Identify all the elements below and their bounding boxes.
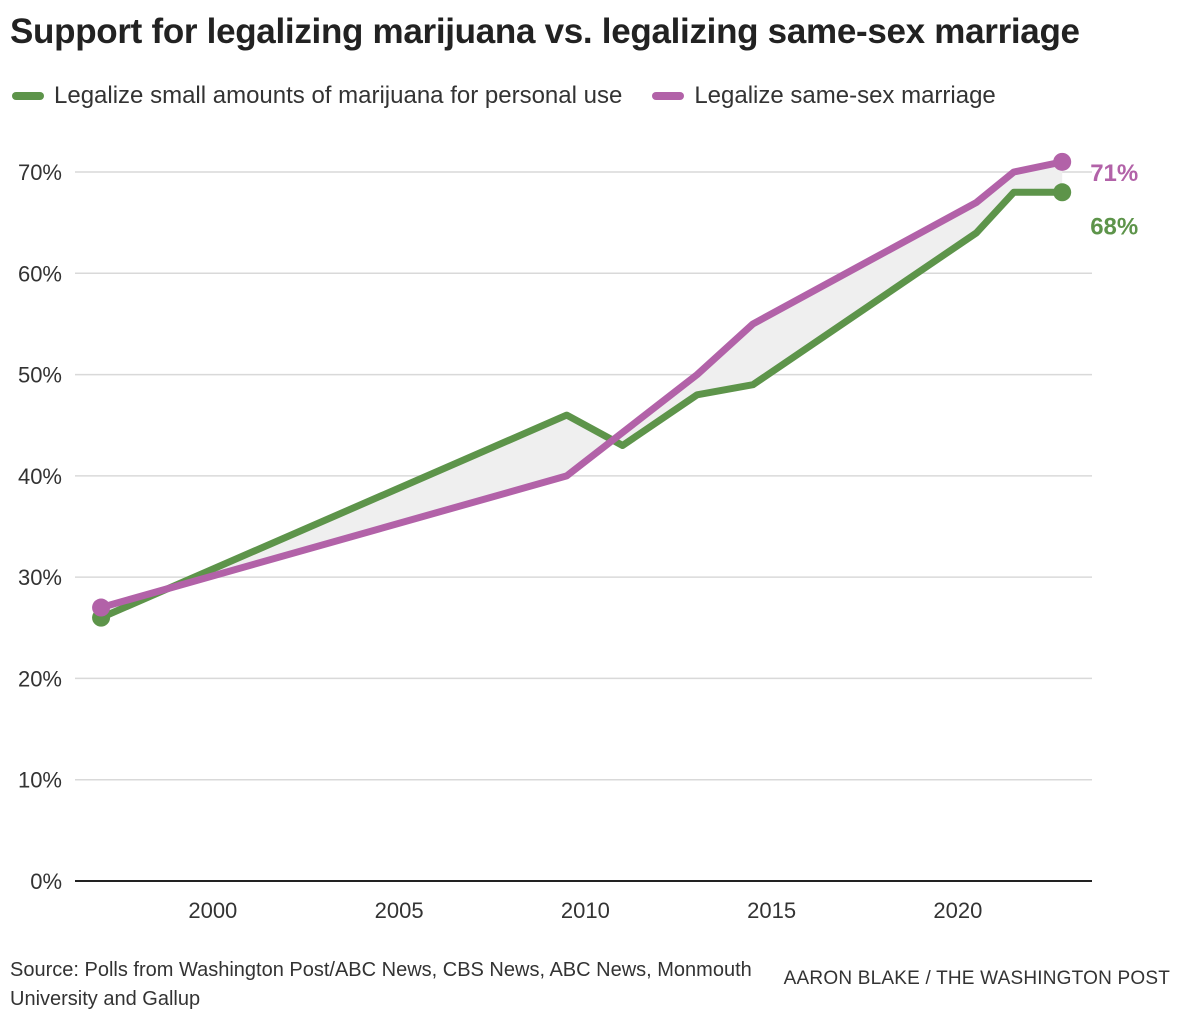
data-point-marijuana-7 bbox=[1053, 183, 1072, 202]
line-chart: 0% 10% 20% 30% 40% 50% 60% 70% 2000 2005 2010 2015 2… bbox=[18, 152, 1138, 923]
y-tick-label-30: 30% bbox=[18, 565, 62, 590]
end-label-marijuana: 68% bbox=[1090, 213, 1138, 240]
x-tick-label-2000: 2000 bbox=[188, 898, 237, 923]
y-tick-label-10: 10% bbox=[18, 768, 62, 793]
legend-label-marriage: Legalize same-sex marriage bbox=[694, 82, 996, 109]
legend: Legalize small amounts of marijuana for … bbox=[12, 82, 1026, 110]
end-label-marriage: 71% bbox=[1090, 160, 1138, 187]
series-line-marijuana bbox=[97, 188, 1066, 622]
y-tick-label-40: 40% bbox=[18, 464, 62, 489]
x-tick-label-2015: 2015 bbox=[747, 898, 796, 923]
y-tick-label-0: 0% bbox=[30, 869, 62, 894]
y-tick-label-20: 20% bbox=[18, 666, 62, 691]
legend-item-marijuana: Legalize small amounts of marijuana for … bbox=[12, 82, 622, 110]
legend-swatch-marijuana bbox=[12, 92, 44, 100]
credit-line: AARON BLAKE / THE WASHINGTON POST bbox=[783, 968, 1170, 989]
data-point-marriage-6 bbox=[1053, 152, 1072, 171]
x-tick-label-2020: 2020 bbox=[933, 898, 982, 923]
x-tick-label-2005: 2005 bbox=[375, 898, 424, 923]
chart-title: Support for legalizing marijuana vs. leg… bbox=[10, 12, 1080, 51]
y-tick-label-50: 50% bbox=[18, 363, 62, 388]
legend-item-marriage: Legalize same-sex marriage bbox=[652, 82, 996, 110]
source-note: Source: Polls from Washington Post/ABC N… bbox=[10, 959, 752, 1010]
y-tick-label-60: 60% bbox=[18, 261, 62, 286]
data-point-marriage-0 bbox=[92, 598, 111, 617]
series-line-marriage bbox=[97, 158, 1066, 611]
legend-swatch-marriage bbox=[652, 92, 685, 100]
y-tick-label-70: 70% bbox=[18, 160, 62, 185]
legend-label-marijuana: Legalize small amounts of marijuana for … bbox=[54, 82, 623, 109]
x-tick-label-2010: 2010 bbox=[561, 898, 610, 923]
